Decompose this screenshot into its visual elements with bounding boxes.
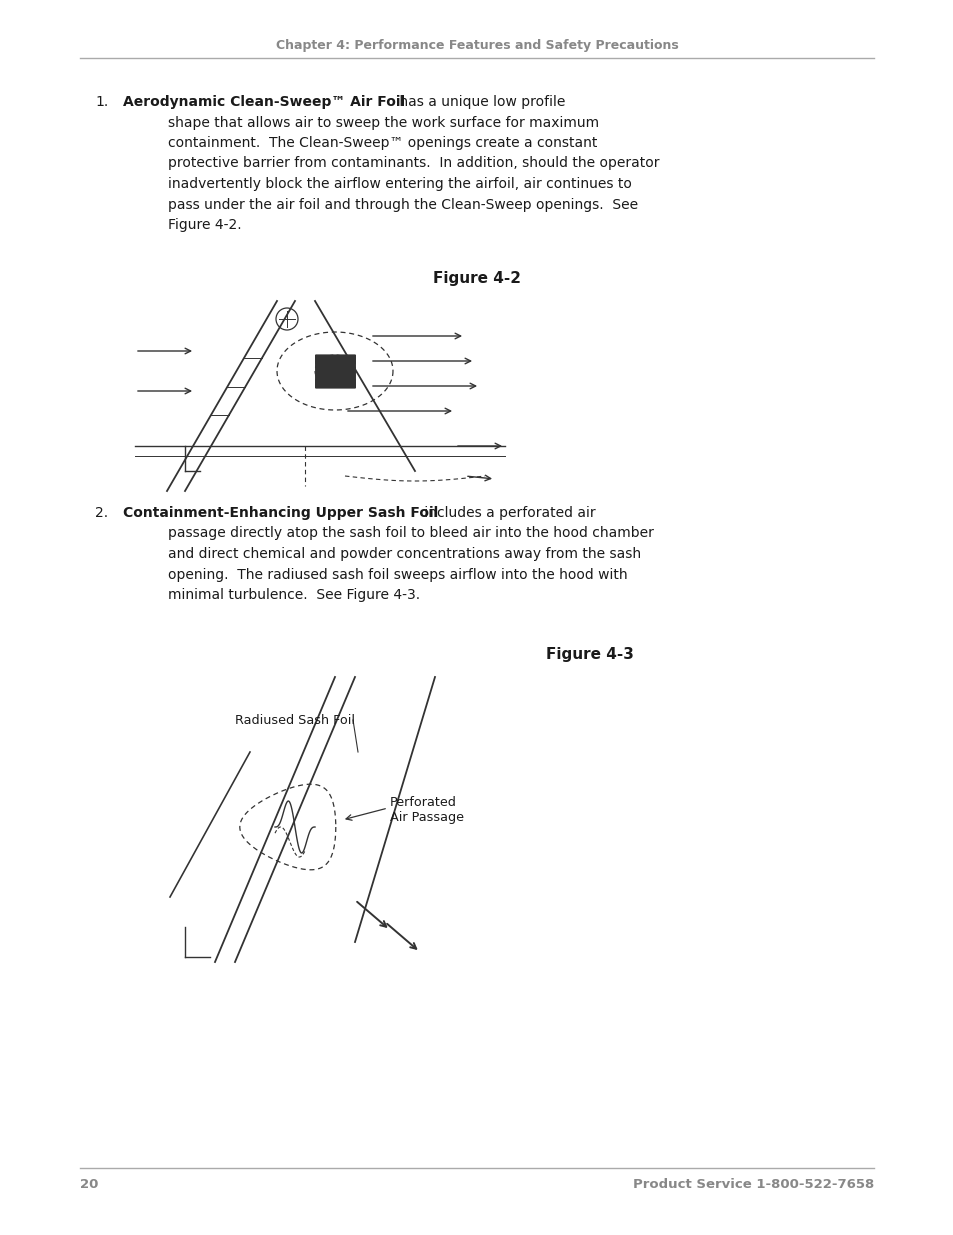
Text: minimal turbulence.  See Figure 4-3.: minimal turbulence. See Figure 4-3. bbox=[168, 588, 419, 601]
Text: opening.  The radiused sash foil sweeps airflow into the hood with: opening. The radiused sash foil sweeps a… bbox=[168, 568, 627, 582]
Text: Figure 4-3: Figure 4-3 bbox=[545, 647, 634, 662]
Text: Figure 4-2.: Figure 4-2. bbox=[168, 219, 241, 232]
Text: Aerodynamic Clean-Sweep™ Air Foil: Aerodynamic Clean-Sweep™ Air Foil bbox=[123, 95, 405, 109]
Text: containment.  The Clean-Sweep™ openings create a constant: containment. The Clean-Sweep™ openings c… bbox=[168, 136, 597, 149]
Text: Containment-Enhancing Upper Sash Foil: Containment-Enhancing Upper Sash Foil bbox=[123, 506, 437, 520]
Text: Radiused Sash Foil: Radiused Sash Foil bbox=[234, 714, 355, 726]
Text: has a unique low profile: has a unique low profile bbox=[395, 95, 565, 109]
Text: includes a perforated air: includes a perforated air bbox=[419, 506, 595, 520]
Text: 2.: 2. bbox=[95, 506, 108, 520]
Text: pass under the air foil and through the Clean-Sweep openings.  See: pass under the air foil and through the … bbox=[168, 198, 638, 211]
Text: Figure 4-2: Figure 4-2 bbox=[433, 270, 520, 287]
Text: 20: 20 bbox=[80, 1178, 98, 1192]
Text: 1.: 1. bbox=[95, 95, 108, 109]
Text: Chapter 4: Performance Features and Safety Precautions: Chapter 4: Performance Features and Safe… bbox=[275, 38, 678, 52]
Text: inadvertently block the airflow entering the airfoil, air continues to: inadvertently block the airflow entering… bbox=[168, 177, 631, 191]
Text: and direct chemical and powder concentrations away from the sash: and direct chemical and powder concentra… bbox=[168, 547, 640, 561]
Text: passage directly atop the sash foil to bleed air into the hood chamber: passage directly atop the sash foil to b… bbox=[168, 526, 653, 541]
Text: Air Passage: Air Passage bbox=[390, 811, 463, 825]
Text: Perforated: Perforated bbox=[390, 795, 456, 809]
Text: shape that allows air to sweep the work surface for maximum: shape that allows air to sweep the work … bbox=[168, 116, 598, 130]
Text: protective barrier from contaminants.  In addition, should the operator: protective barrier from contaminants. In… bbox=[168, 157, 659, 170]
Text: Product Service 1-800-522-7658: Product Service 1-800-522-7658 bbox=[632, 1178, 873, 1192]
